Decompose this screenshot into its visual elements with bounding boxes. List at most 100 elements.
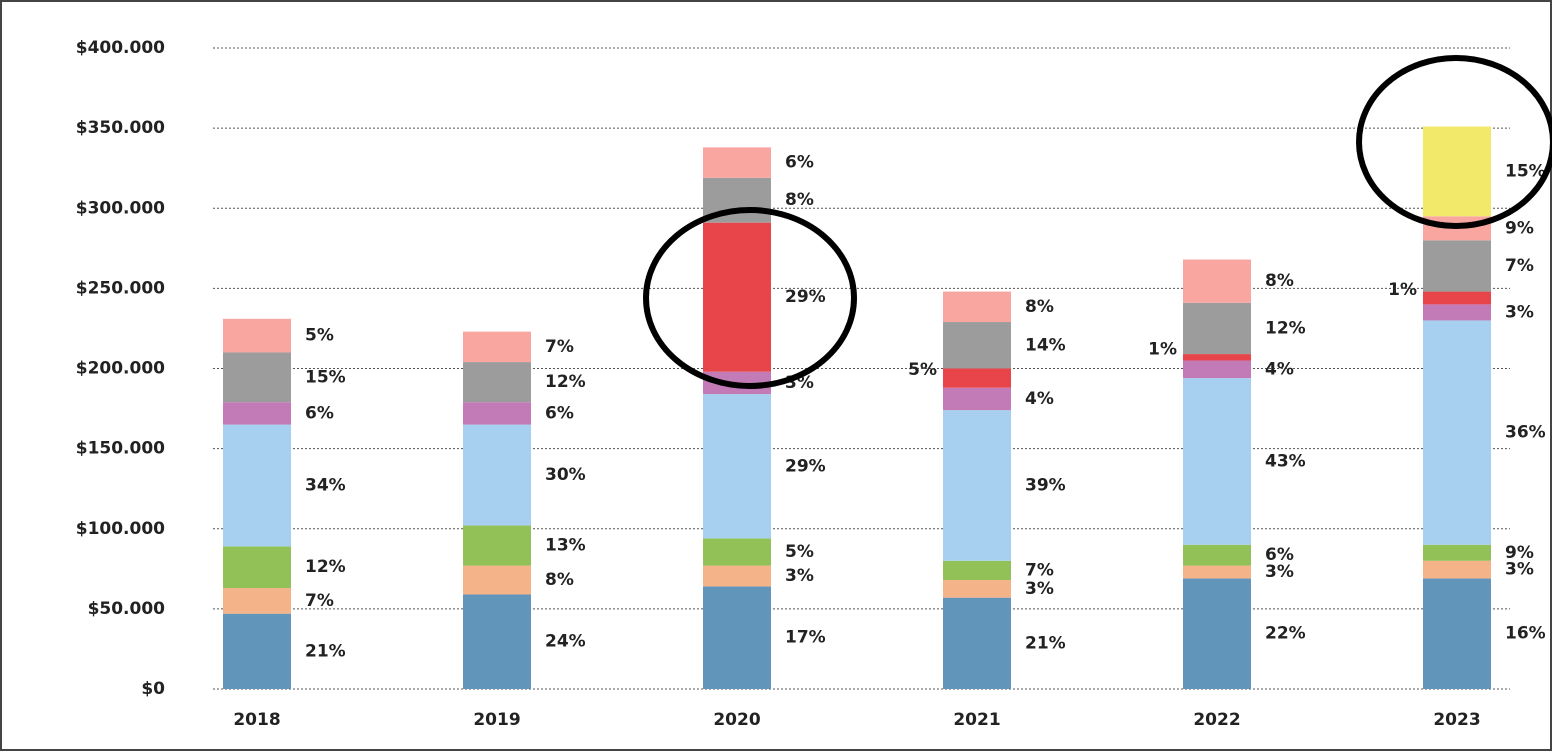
value-label: 14% <box>1025 335 1066 355</box>
y-tick-label: $150.000 <box>76 439 165 459</box>
value-label: 6% <box>545 403 574 423</box>
value-label: 7% <box>1025 560 1054 580</box>
bar-segment <box>463 402 531 425</box>
y-tick-label: $350.000 <box>76 118 165 138</box>
value-label: 5% <box>305 326 334 346</box>
value-label: 39% <box>1025 475 1066 495</box>
bar-segment <box>1423 240 1491 292</box>
bar-segment <box>463 362 531 403</box>
bar-segment <box>1183 354 1251 361</box>
y-tick-label: $250.000 <box>76 278 165 298</box>
bar-segment <box>463 424 531 526</box>
y-tick-label: $0 <box>141 679 165 699</box>
value-label: 43% <box>1265 451 1306 471</box>
bar-segment <box>1183 360 1251 379</box>
bar-segment <box>1183 578 1251 689</box>
bar-segment <box>1423 304 1491 321</box>
x-tick-label: 2018 <box>233 710 280 730</box>
value-label: 3% <box>1265 562 1294 582</box>
value-label: 22% <box>1265 624 1306 644</box>
value-label: 15% <box>305 367 346 387</box>
bar-segment <box>943 322 1011 369</box>
value-label: 21% <box>1025 633 1066 653</box>
value-label: 36% <box>1505 423 1546 443</box>
bar-segment <box>943 368 1011 388</box>
highlight-circle <box>1356 55 1552 229</box>
value-label: 9% <box>1505 543 1534 563</box>
value-label: 3% <box>1505 560 1534 580</box>
bar-segment <box>1183 565 1251 579</box>
value-label: 29% <box>785 287 826 307</box>
value-label: 4% <box>1265 359 1294 379</box>
bar-segment <box>1183 378 1251 545</box>
bar-segment <box>1183 544 1251 566</box>
value-label: 1% <box>1388 280 1417 300</box>
value-label: 15% <box>1505 161 1546 181</box>
value-label: 8% <box>545 570 574 590</box>
value-label: 12% <box>305 557 346 577</box>
value-label: 17% <box>785 628 826 648</box>
value-label: 16% <box>1505 624 1546 644</box>
value-label: 12% <box>545 372 586 392</box>
bar-segment <box>1423 560 1491 579</box>
value-label: 3% <box>1505 302 1534 322</box>
value-label: 30% <box>545 465 586 485</box>
value-label: 9% <box>1505 218 1534 238</box>
bar-segment <box>703 147 771 178</box>
bar-segment <box>703 538 771 566</box>
bar-segment <box>943 291 1011 323</box>
bar-segment <box>223 352 291 403</box>
y-tick-label: $100.000 <box>76 519 165 539</box>
bar-segment <box>223 424 291 547</box>
bar-segment <box>943 410 1011 561</box>
value-label: 6% <box>305 403 334 423</box>
value-label: 4% <box>1025 389 1054 409</box>
x-tick-label: 2022 <box>1193 710 1240 730</box>
bar-segment <box>463 594 531 689</box>
bar-segment <box>1423 291 1491 305</box>
bar-segment <box>703 394 771 539</box>
x-tick-label: 2023 <box>1433 710 1480 730</box>
value-label: 8% <box>1265 271 1294 291</box>
bar-segment <box>1423 578 1491 689</box>
value-label: 34% <box>305 475 346 495</box>
x-tick-label: 2020 <box>713 710 760 730</box>
value-label: 7% <box>305 591 334 611</box>
bar-segment <box>1183 302 1251 355</box>
bar-segment <box>703 586 771 689</box>
highlight-circle <box>643 207 857 389</box>
value-label: 3% <box>785 566 814 586</box>
bar-segment <box>223 402 291 425</box>
y-tick-label: $200.000 <box>76 359 165 379</box>
value-label: 8% <box>1025 297 1054 317</box>
value-label: 12% <box>1265 318 1306 338</box>
bar-segment <box>703 565 771 587</box>
value-label: 5% <box>908 360 937 380</box>
value-label: 7% <box>1505 256 1534 276</box>
bar-segment <box>1183 259 1251 303</box>
value-label: 29% <box>785 456 826 476</box>
bar-segment <box>463 331 531 363</box>
bar-segment <box>1423 126 1491 217</box>
bar-segment <box>463 565 531 595</box>
y-tick-label: $50.000 <box>88 599 166 619</box>
y-tick-label: $400.000 <box>76 38 165 58</box>
value-label: 13% <box>545 536 586 556</box>
bar-segment <box>943 387 1011 411</box>
value-label: 3% <box>1025 579 1054 599</box>
value-label: 7% <box>545 337 574 357</box>
value-label: 6% <box>785 153 814 173</box>
bar-segment <box>223 546 291 589</box>
bar-segment <box>703 222 771 372</box>
bar-segment <box>943 597 1011 689</box>
bar-segment <box>943 560 1011 581</box>
plot: $0 $50.000 $100.000 $150.000 $200.000 $250.00… <box>76 38 1546 730</box>
bar-segment <box>1423 544 1491 561</box>
bar-segment <box>223 318 291 353</box>
value-label: 6% <box>1265 545 1294 565</box>
bar-segment <box>943 580 1011 598</box>
x-tick-label: 2019 <box>473 710 520 730</box>
bar-segment <box>1423 320 1491 545</box>
bar-segment <box>223 588 291 614</box>
